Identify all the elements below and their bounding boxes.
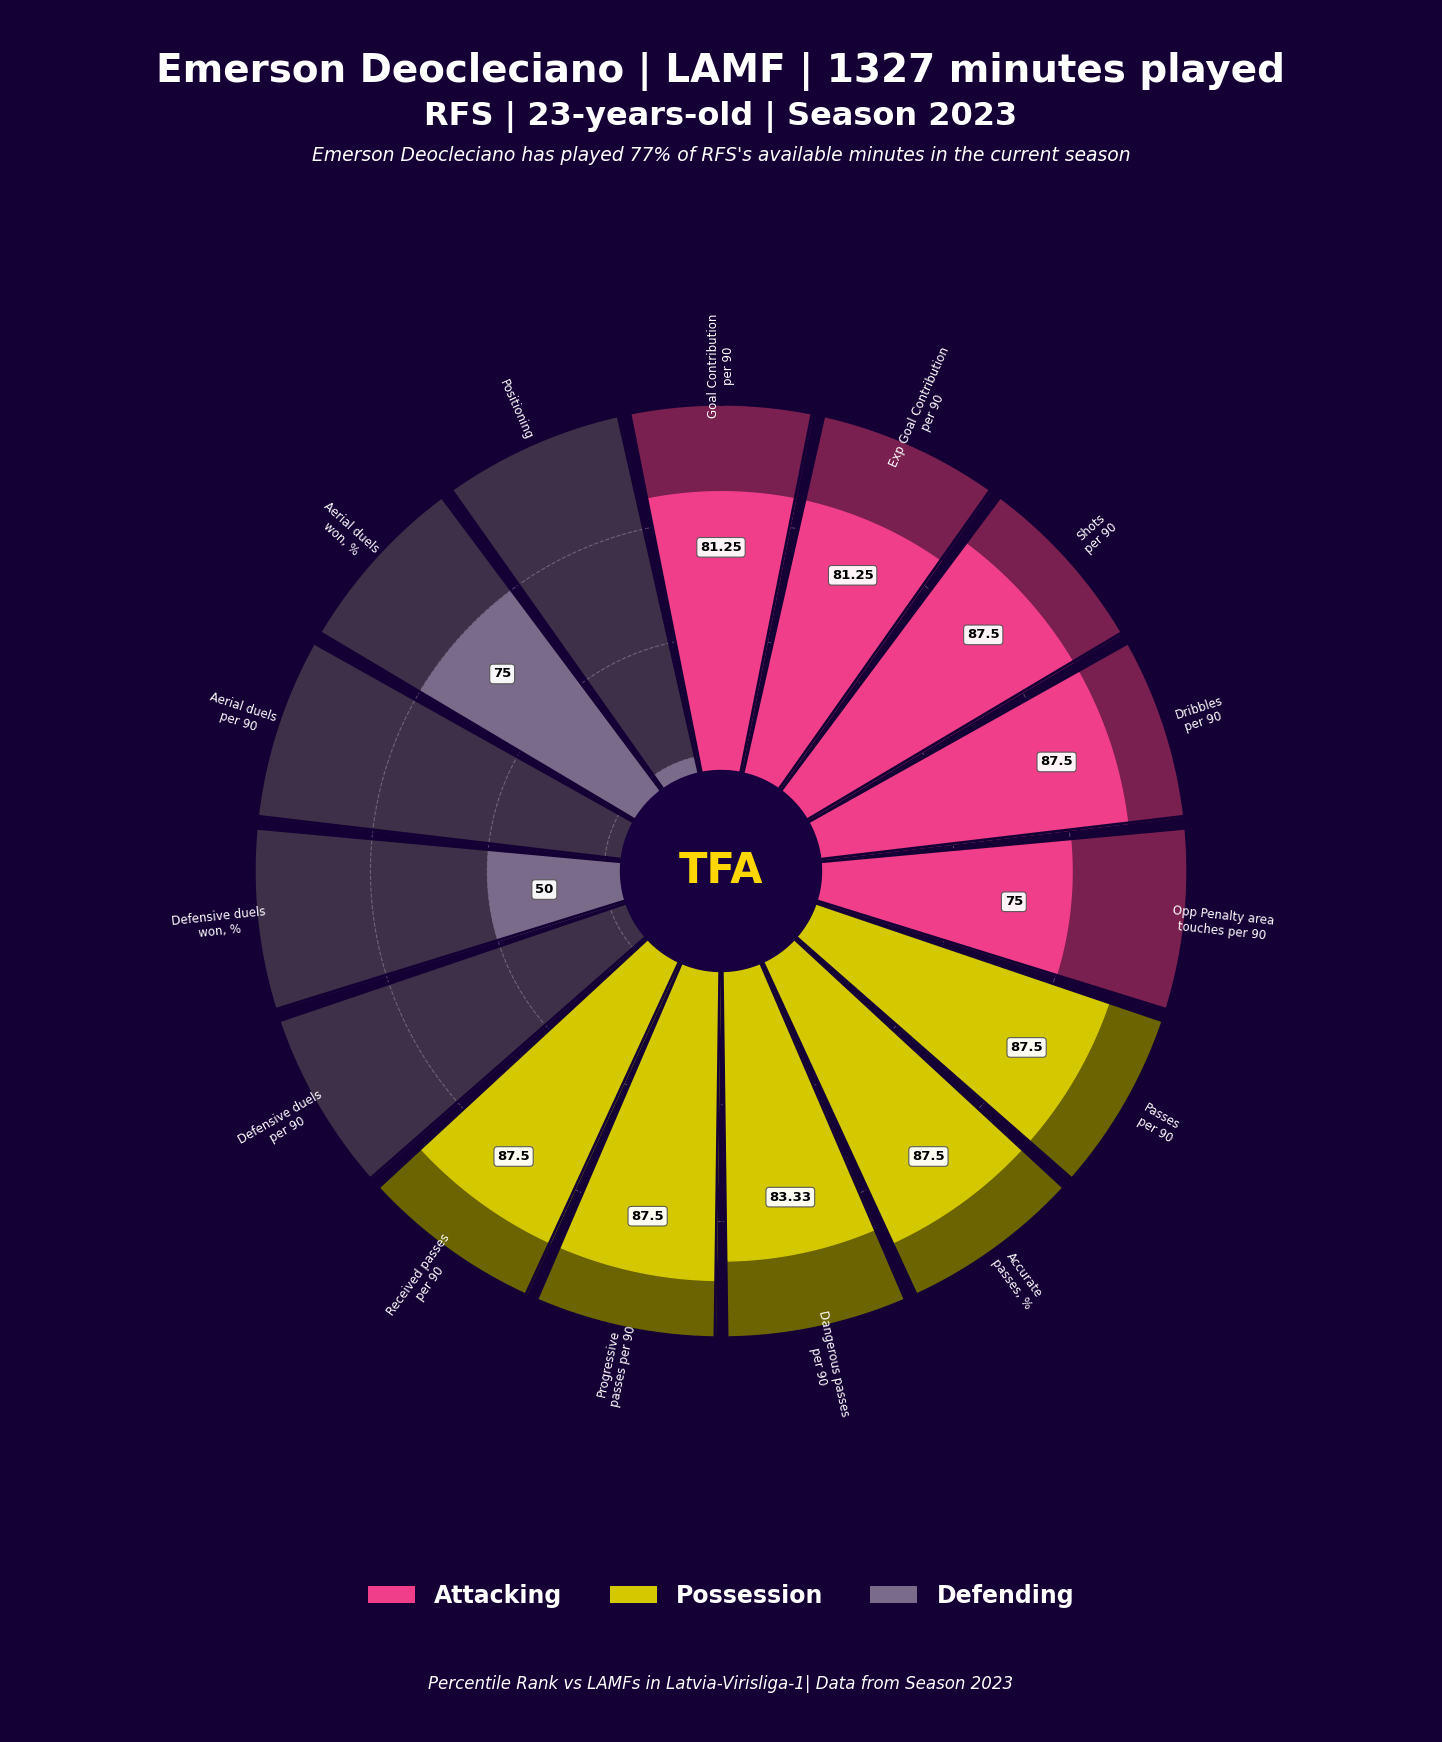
Text: Progressive
passes per 90: Progressive passes per 90 (594, 1322, 639, 1408)
Text: Shots
per 90: Shots per 90 (1073, 510, 1120, 556)
Text: Defensive duels
per 90: Defensive duels per 90 (236, 1087, 332, 1158)
Text: Dangerous passes
per 90: Dangerous passes per 90 (800, 1308, 851, 1421)
Text: Positioning: Positioning (496, 378, 535, 442)
Text: Emerson Deocleciano | LAMF | 1327 minutes played: Emerson Deocleciano | LAMF | 1327 minute… (157, 52, 1285, 91)
Text: RFS | 23-years-old | Season 2023: RFS | 23-years-old | Season 2023 (424, 101, 1018, 132)
Text: 12.5: 12.5 (676, 855, 709, 869)
Text: 87.5: 87.5 (497, 1150, 529, 1164)
Text: 12.5: 12.5 (679, 880, 712, 892)
Text: 81.25: 81.25 (832, 570, 874, 582)
Text: 81.25: 81.25 (701, 540, 741, 554)
Text: Goal Contribution
per 90: Goal Contribution per 90 (707, 314, 735, 418)
Text: 50: 50 (535, 883, 554, 895)
Text: Defensive duels
won, %: Defensive duels won, % (170, 904, 267, 942)
Polygon shape (620, 770, 822, 972)
Text: 87.5: 87.5 (1011, 1042, 1043, 1054)
Text: Accurate
passes, %: Accurate passes, % (989, 1247, 1047, 1312)
Text: Aerial duels
won, %: Aerial duels won, % (310, 500, 381, 566)
Text: 87.5: 87.5 (1040, 756, 1073, 768)
Text: 87.5: 87.5 (632, 1209, 663, 1223)
Text: Received passes
per 90: Received passes per 90 (384, 1232, 464, 1327)
Text: 75: 75 (493, 667, 512, 681)
Text: 25: 25 (688, 808, 705, 822)
Text: Opp Penalty area
touches per 90: Opp Penalty area touches per 90 (1171, 904, 1275, 942)
Text: Passes
per 90: Passes per 90 (1133, 1101, 1182, 1146)
Text: 75: 75 (1005, 895, 1022, 908)
Text: Aerial duels
per 90: Aerial duels per 90 (203, 692, 278, 739)
Text: Exp Goal Contribution
per 90: Exp Goal Contribution per 90 (887, 345, 966, 476)
Text: TFA: TFA (679, 850, 763, 892)
Text: Emerson Deocleciano has played 77% of RFS's available minutes in the current sea: Emerson Deocleciano has played 77% of RF… (311, 146, 1131, 165)
Text: 87.5: 87.5 (913, 1150, 945, 1164)
Text: Percentile Rank vs LAMFs in Latvia-Virisliga-1| Data from Season 2023: Percentile Rank vs LAMFs in Latvia-Viris… (428, 1676, 1014, 1693)
Text: Dribbles
per 90: Dribbles per 90 (1174, 693, 1229, 735)
Text: 87.5: 87.5 (968, 629, 999, 641)
Legend: Attacking, Possession, Defending: Attacking, Possession, Defending (359, 1575, 1083, 1617)
Text: 83.33: 83.33 (769, 1190, 812, 1204)
